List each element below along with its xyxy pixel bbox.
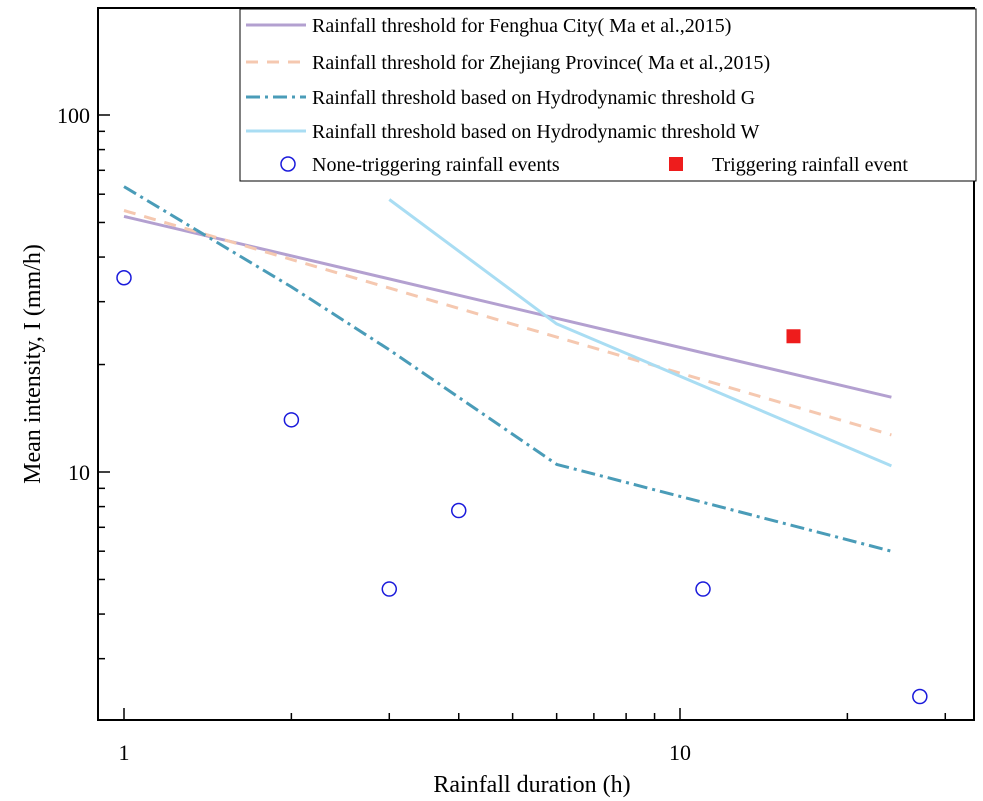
non-triggering-point [695, 581, 711, 597]
points-layer [116, 270, 928, 705]
legend-marker-non-triggering [280, 156, 296, 172]
y-axis-title: Mean intensity, I (mm/h) [20, 244, 46, 484]
plot-area [97, 7, 975, 721]
legend-label-threshold-g: Rainfall threshold based on Hydrodynamic… [312, 87, 755, 109]
non-triggering-point [116, 270, 132, 286]
non-triggering-point [381, 581, 398, 597]
x-axis-title: Rainfall duration (h) [433, 772, 630, 798]
series-threshold-w-line [388, 198, 892, 468]
x-tick-label-10: 10 [669, 740, 691, 765]
non-triggering-point [283, 412, 300, 428]
y-axis-ticks [98, 114, 110, 660]
legend-label-fenghua: Rainfall threshold for Fenghua City( Ma … [312, 15, 731, 37]
legend-label-triggering: Triggering rainfall event [712, 154, 908, 176]
series-fenghua-line [123, 214, 892, 399]
x-tick-label-1: 1 [119, 740, 130, 765]
y-tick-label-100: 100 [57, 103, 90, 128]
legend-label-non-triggering: None-triggering rainfall events [312, 154, 560, 176]
y-tick-label-10: 10 [68, 460, 90, 485]
non-triggering-point [912, 688, 928, 705]
legend-label-threshold-w: Rainfall threshold based on Hydrodynamic… [312, 121, 759, 143]
series-zhejiang-line [123, 209, 892, 437]
legend: Rainfall threshold for Fenghua City( Ma … [239, 8, 977, 182]
legend-marker-triggering [669, 157, 683, 171]
non-triggering-point [450, 502, 467, 519]
x-axis-ticks [123, 708, 947, 720]
legend-box [239, 8, 977, 182]
legend-label-zhejiang: Rainfall threshold for Zhejiang Province… [312, 52, 770, 74]
series-threshold-g-line [123, 185, 892, 553]
triggering-point [786, 329, 801, 344]
series-layer [123, 185, 892, 553]
